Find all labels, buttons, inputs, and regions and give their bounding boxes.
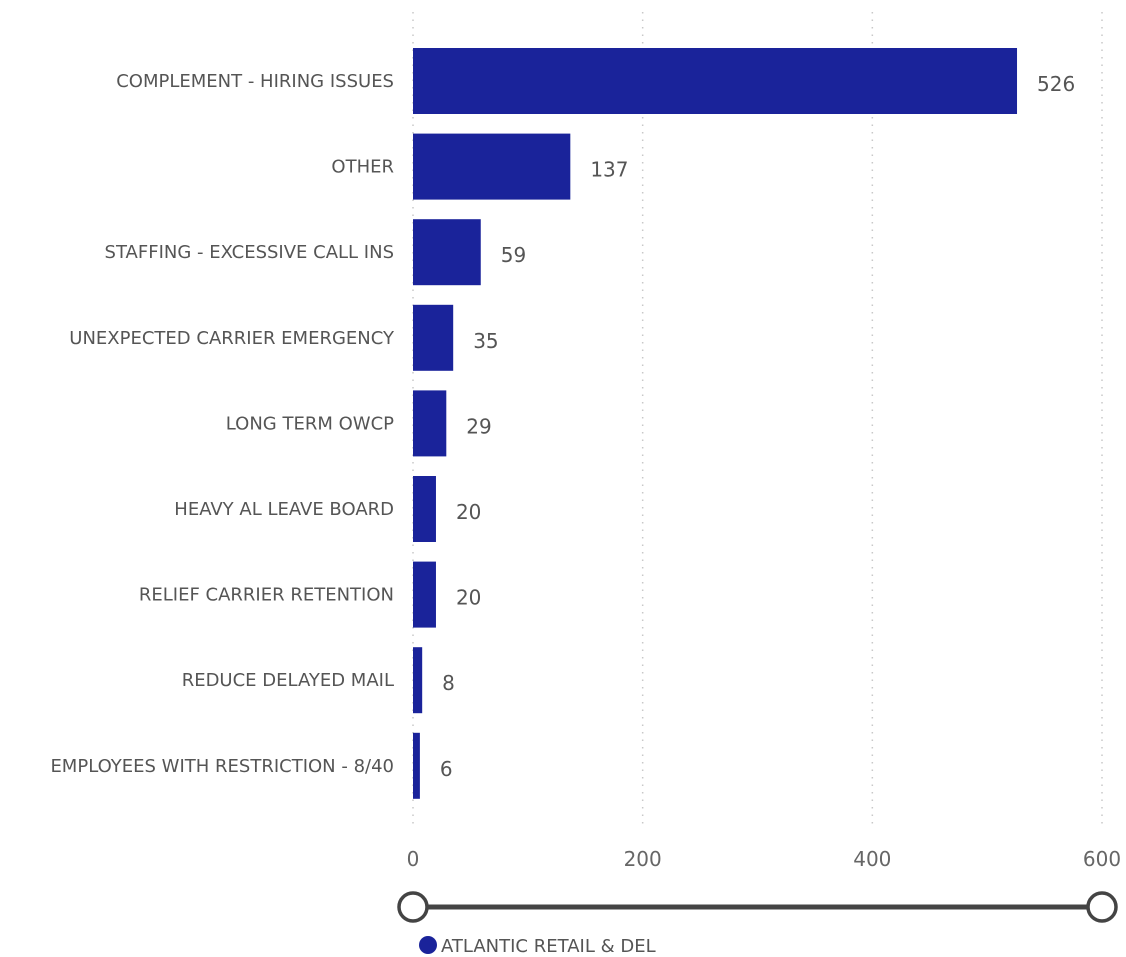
legend-marker[interactable]: [419, 936, 437, 954]
data-label: 137: [590, 158, 628, 182]
bar[interactable]: [413, 390, 447, 457]
category-label: HEAVY AL LEAVE BOARD: [174, 499, 394, 520]
bar[interactable]: [413, 647, 423, 714]
category-label: REDUCE DELAYED MAIL: [182, 670, 394, 691]
category-label: EMPLOYEES WITH RESTRICTION - 8/40: [50, 756, 394, 777]
bars[interactable]: [413, 48, 1018, 799]
category-labels: COMPLEMENT - HIRING ISSUES OTHER STAFFING …: [50, 71, 395, 777]
data-labels: 526 137 59 35 29 20 20 8 6: [440, 72, 1075, 781]
data-label: 59: [501, 243, 526, 267]
category-label: OTHER: [331, 157, 394, 178]
data-label: 29: [466, 414, 491, 438]
data-label: 20: [456, 586, 481, 610]
bar[interactable]: [413, 732, 420, 799]
x-tick-label: 0: [407, 847, 420, 871]
category-label: COMPLEMENT - HIRING ISSUES: [116, 71, 394, 92]
bar[interactable]: [413, 561, 436, 628]
x-tick-label: 200: [624, 847, 662, 871]
data-label: 8: [442, 671, 455, 695]
slider-handle-start[interactable]: [397, 891, 429, 923]
legend[interactable]: ATLANTIC RETAIL & DEL: [419, 936, 656, 957]
category-label: RELIEF CARRIER RETENTION: [139, 585, 394, 606]
category-label: STAFFING - EXCESSIVE CALL INS: [105, 242, 394, 263]
data-label: 20: [456, 500, 481, 524]
x-tick-label: 600: [1083, 847, 1121, 871]
data-label: 526: [1037, 72, 1075, 96]
data-label: 6: [440, 757, 453, 781]
category-label: LONG TERM OWCP: [226, 413, 394, 434]
slider-handle-end[interactable]: [1086, 891, 1118, 923]
bar[interactable]: [413, 219, 481, 286]
legend-item-label[interactable]: ATLANTIC RETAIL & DEL: [441, 936, 656, 957]
bar[interactable]: [413, 133, 571, 200]
zoom-slider[interactable]: [397, 891, 1118, 923]
x-axis-ticks: 0 200 400 600: [407, 847, 1121, 871]
bar[interactable]: [413, 476, 436, 542]
bar[interactable]: [413, 48, 1018, 114]
bar[interactable]: [413, 304, 454, 371]
data-label: 35: [473, 329, 498, 353]
category-label: UNEXPECTED CARRIER EMERGENCY: [69, 328, 395, 349]
x-tick-label: 400: [853, 847, 891, 871]
